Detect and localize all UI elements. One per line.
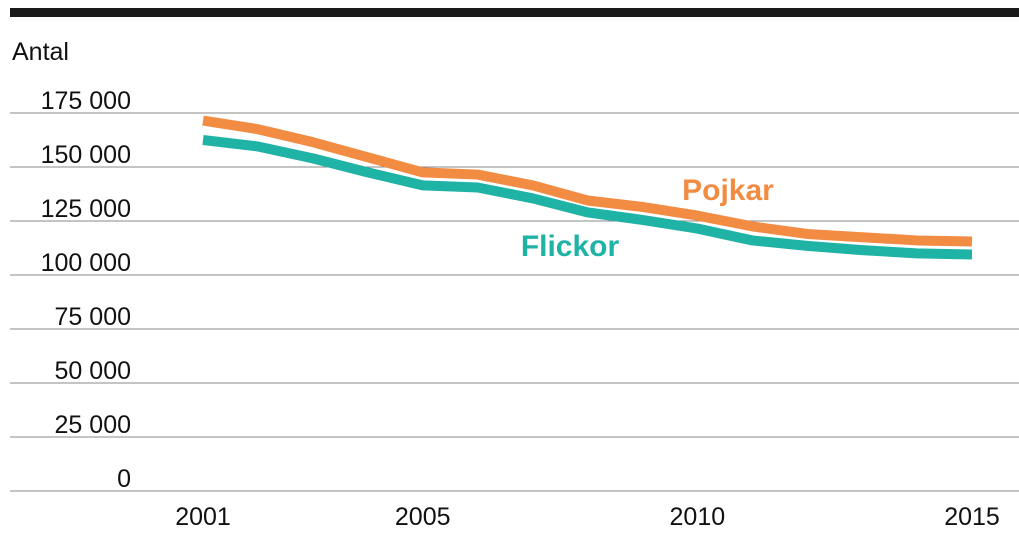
y-tick-label: 25 000	[55, 411, 131, 439]
series-label: Flickor	[521, 230, 620, 263]
y-tick-label: 150 000	[41, 141, 131, 169]
y-tick-label: 0	[117, 465, 131, 493]
line-series	[202, 135, 973, 260]
top-rule	[10, 8, 1019, 17]
line-series	[202, 115, 973, 247]
y-tick-label: 175 000	[41, 87, 131, 115]
y-tick-label: 125 000	[41, 195, 131, 223]
y-tick-label: 100 000	[41, 249, 131, 277]
y-tick-label: 75 000	[55, 303, 131, 331]
x-tick-label: 2001	[175, 503, 231, 531]
x-tick-label: 2015	[944, 503, 1000, 531]
y-axis-label: Antal	[12, 38, 69, 66]
y-tick-label: 50 000	[55, 357, 131, 385]
x-tick-label: 2005	[395, 503, 451, 531]
x-tick-label: 2010	[670, 503, 726, 531]
series-label: Pojkar	[682, 174, 774, 207]
